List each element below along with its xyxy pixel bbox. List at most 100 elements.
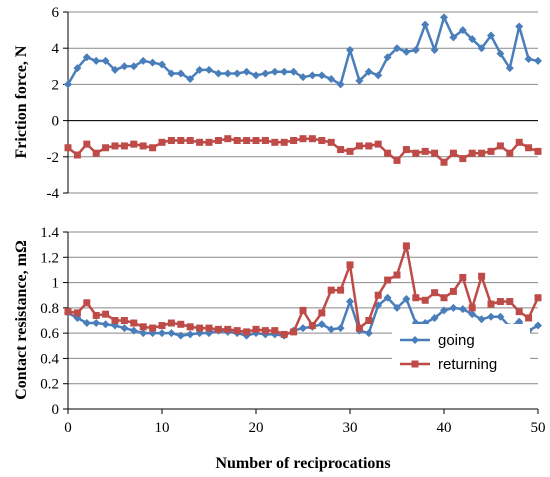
data-point [83,299,91,307]
data-point [177,137,185,145]
data-point [327,286,335,294]
data-point [102,144,110,152]
y-tick-label: -2 [47,150,60,166]
data-point [102,310,110,318]
data-point [393,44,401,53]
data-point [534,147,542,155]
data-point [364,329,373,338]
data-point [280,138,288,146]
data-point [149,144,157,152]
data-point [355,324,363,332]
data-point [431,289,439,297]
data-point [440,306,448,315]
data-point [336,80,345,89]
data-point [223,69,232,78]
data-point [130,140,138,148]
data-point [496,142,504,150]
y-tick-label: 0 [52,114,60,130]
data-point [290,137,298,145]
data-point [186,137,194,145]
data-point [318,309,326,317]
data-point [515,308,523,316]
data-point [327,325,336,334]
data-point [101,320,110,329]
data-point [299,73,307,82]
data-point [440,13,448,22]
y-tick-label: 2 [52,77,60,93]
y-axis-title: Friction force, N [13,45,30,158]
contact-resistance-panel: 0 0.2 0.4 0.6 0.8 1 1.2 1.4 0 10 20 30 40 50 Contact r… [13,225,546,472]
y-tick-label: 6 [52,5,60,21]
data-point [280,67,289,76]
data-point [459,155,467,163]
data-point [205,324,213,332]
x-axis-title: Number of reciprocations [215,455,390,472]
x-tick-label: 50 [531,420,546,436]
data-point [393,303,401,312]
data-point [289,67,298,76]
data-point [346,261,354,269]
data-point [101,56,110,65]
y-tick-label: 1.4 [40,225,59,241]
data-point [196,138,204,146]
data-point [299,135,307,143]
data-point [186,323,194,331]
data-point [252,71,260,80]
data-point [139,323,147,331]
data-point [421,296,429,304]
friction-force-panel: -4 -2 0 2 4 6 Friction force, N [13,5,542,202]
data-point [337,146,345,154]
data-point [487,147,495,155]
data-point [402,47,411,56]
data-point [478,272,486,280]
x-tick-label: 30 [343,420,358,436]
data-point [92,56,101,65]
y-tick-label: 1 [52,276,60,292]
data-point [402,295,411,304]
data-point [64,80,72,89]
data-point [412,149,420,157]
data-point [487,300,495,308]
data-point [525,314,533,322]
data-point [468,304,476,312]
y-tick-label: 0.2 [40,377,59,393]
data-point [233,137,241,145]
data-point [111,317,119,324]
data-point [449,149,457,157]
data-point [214,137,222,145]
data-point [337,286,345,294]
data-point [383,293,392,302]
data-point [224,135,232,143]
data-point [205,138,213,146]
data-point [524,55,533,64]
data-point [82,53,91,62]
data-point [299,324,307,333]
x-tick-label: 10 [155,420,170,436]
data-point [176,331,185,340]
data-point [327,138,335,146]
data-point [83,140,91,148]
data-point [120,62,129,71]
data-point [478,149,486,157]
data-point [224,325,232,333]
legend-marker [411,360,419,368]
data-point [440,158,448,166]
data-point [129,326,138,335]
data-point [158,60,166,69]
data-point [139,56,148,65]
data-point [449,287,457,295]
data-point [364,67,373,76]
data-point [139,329,148,338]
data-point [270,67,279,76]
data-point [82,319,91,328]
data-point [515,138,523,146]
data-point [261,137,269,145]
data-point [477,315,486,324]
y-tick-label: 4 [52,41,60,57]
data-point [186,74,195,83]
data-point [346,46,354,55]
data-point [477,44,486,53]
data-point [383,53,392,62]
x-tick-label: 40 [437,420,452,436]
data-point [487,312,495,321]
